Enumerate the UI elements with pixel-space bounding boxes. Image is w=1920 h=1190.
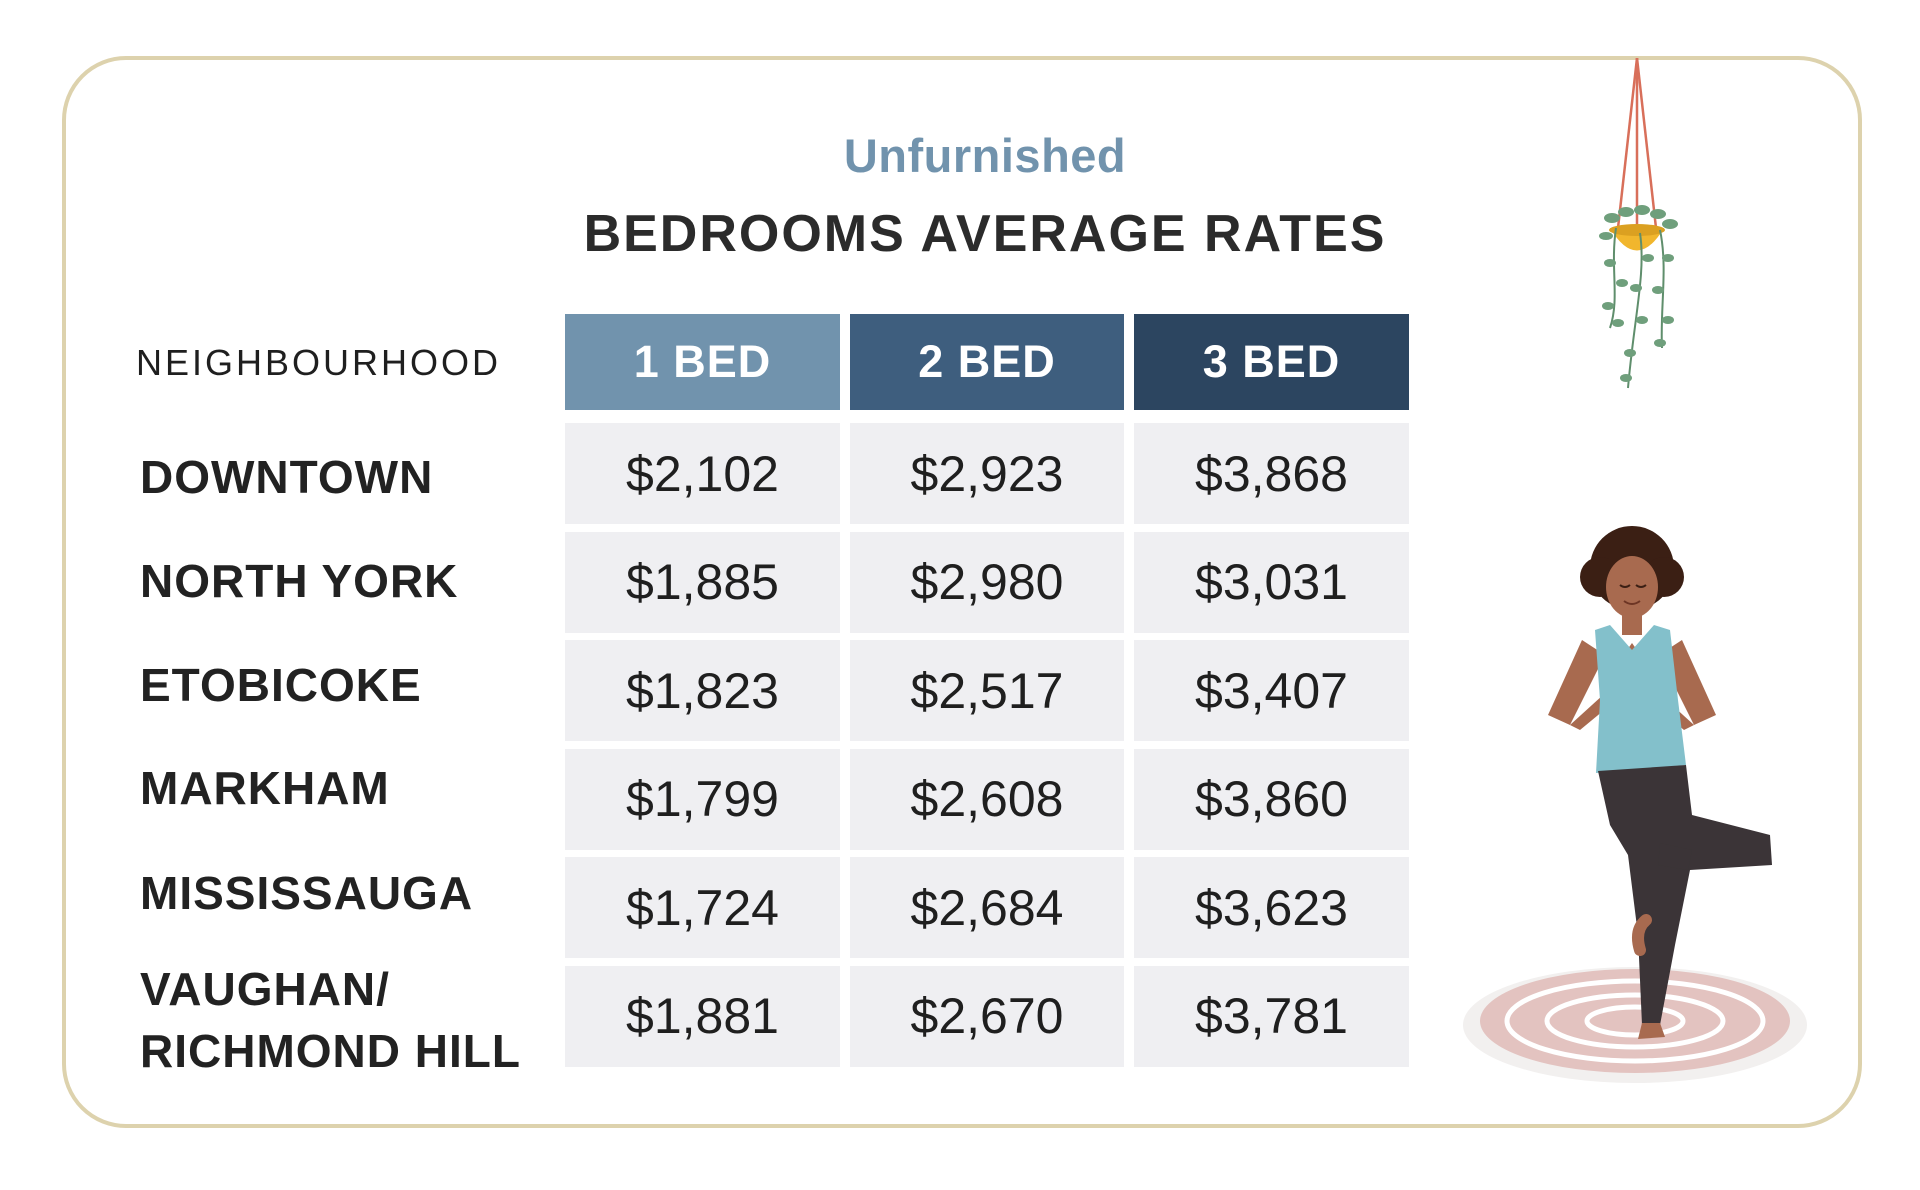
column-header-3-bed: 3 BED [1134,314,1409,410]
table-cell: $1,823 [565,640,840,741]
table-cell: $2,670 [850,965,1124,1067]
table-cell: $1,799 [565,748,840,850]
row-label: MARKHAM [140,762,390,814]
table-cell: $3,623 [1134,857,1409,958]
row-header-label: NEIGHBOURHOOD [136,342,502,383]
column-header-1-bed: 1 BED [565,314,840,410]
column-header-2-bed: 2 BED [850,314,1124,410]
table-cell: $3,868 [1134,423,1409,524]
chart-subtitle: Unfurnished [843,129,1127,182]
yoga-person-icon [1463,526,1807,1083]
table-cell: $3,031 [1134,531,1409,633]
row-label: NORTH YORK [140,555,459,607]
table-cell: $1,724 [565,857,840,958]
table-cell: $2,980 [850,531,1124,633]
row-label: DOWNTOWN [140,451,434,503]
table-cell: $3,781 [1134,965,1409,1067]
table-cell: $3,860 [1134,748,1409,850]
table-cell: $2,684 [850,857,1124,958]
table-cell: $3,407 [1134,640,1409,741]
table-cell: $1,881 [565,965,840,1067]
row-label: ETOBICOKE [140,659,422,711]
table-cell: $2,102 [565,423,840,524]
table-cell: $1,885 [565,531,840,633]
table-cell: $2,608 [850,748,1124,850]
hanging-plant-icon [1599,58,1678,389]
row-label: VAUGHAN/ RICHMOND HILL [140,963,521,1077]
chart-title: BEDROOMS AVERAGE RATES [583,205,1387,263]
table-cell: $2,517 [850,640,1124,741]
row-label: MISSISSAUGA [140,867,474,919]
table-cell: $2,923 [850,423,1124,524]
